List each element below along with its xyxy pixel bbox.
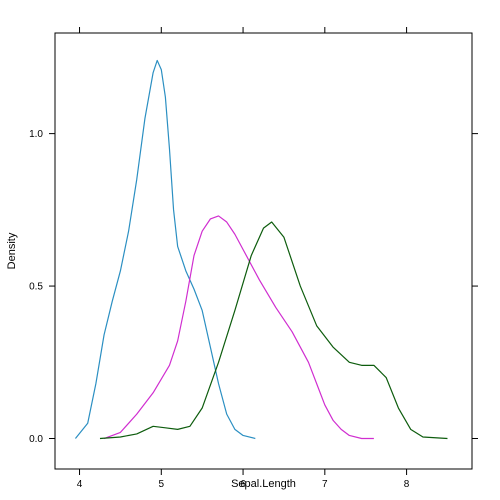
x-axis-title: Sepal.Length <box>231 478 296 490</box>
y-tick-label: 0.0 <box>29 434 43 445</box>
density-line-1 <box>74 59 256 440</box>
y-tick-label: 0.5 <box>29 282 43 293</box>
x-tick-label: 7 <box>322 479 328 490</box>
plot-frame <box>54 32 473 470</box>
x-tick-label: 5 <box>159 479 165 490</box>
y-tick-label: 1.0 <box>29 129 43 140</box>
y-axis-title: Density <box>6 232 18 269</box>
density-line-3 <box>99 221 448 440</box>
density-line-2 <box>103 215 374 440</box>
y-axis: 0.0 0.5 1.0 <box>29 129 478 445</box>
x-tick-label: 4 <box>77 479 83 490</box>
x-axis: 4 5 6 7 8 <box>77 27 410 490</box>
x-tick-label: 8 <box>404 479 410 490</box>
series-layer <box>74 59 448 440</box>
x-tick-label: 6 <box>240 479 246 490</box>
